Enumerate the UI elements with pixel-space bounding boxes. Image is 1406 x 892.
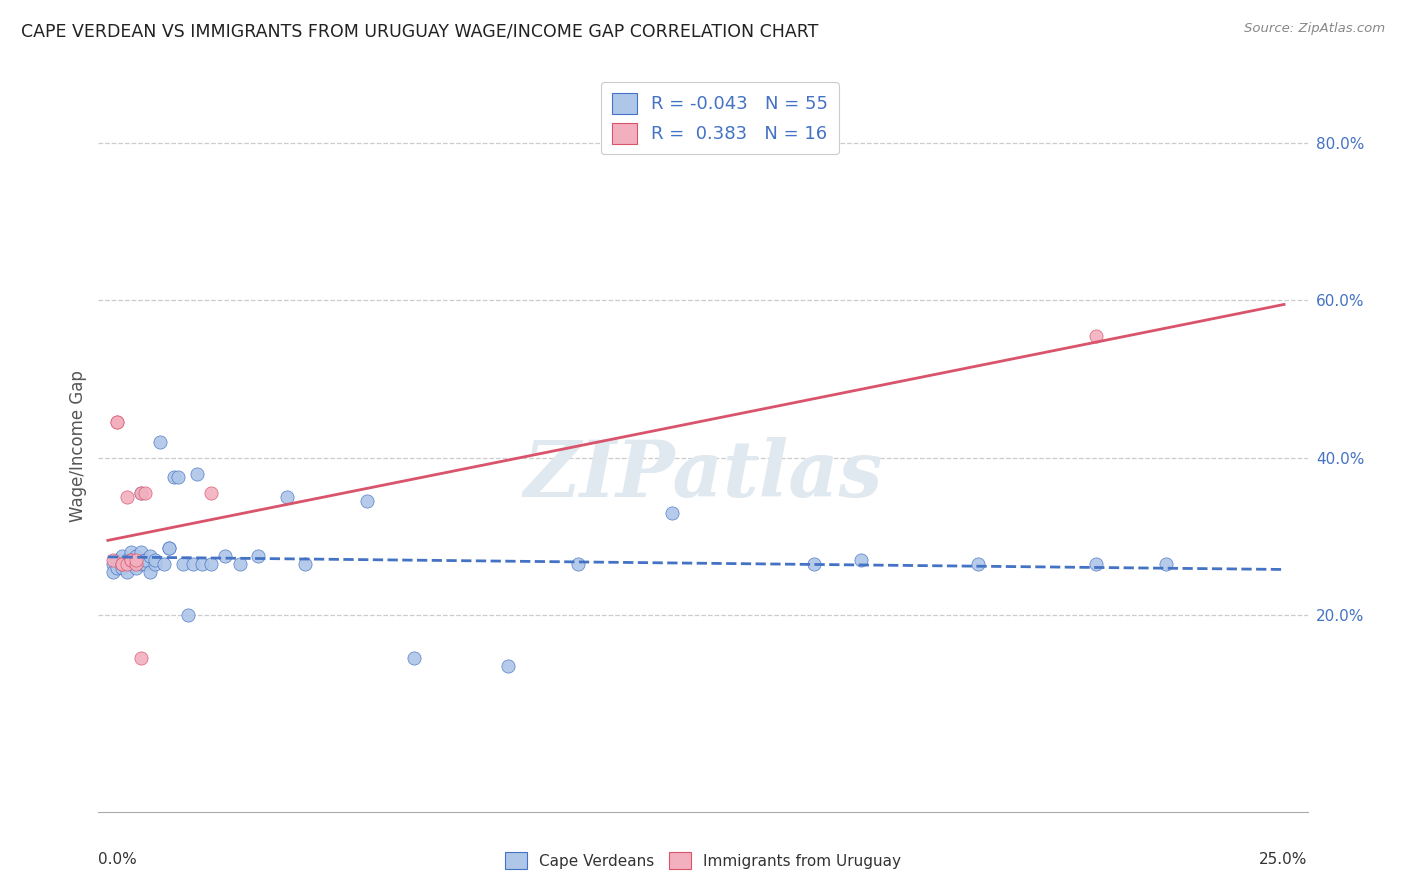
Text: 25.0%: 25.0% (1260, 852, 1308, 867)
Point (101, 565, 124, 579)
Point (129, 545, 152, 559)
Point (967, 557, 990, 571)
Point (181, 557, 204, 571)
Point (294, 557, 316, 571)
Point (125, 553, 148, 567)
Legend: Cape Verdeans, Immigrants from Uruguay: Cape Verdeans, Immigrants from Uruguay (499, 846, 907, 875)
Point (143, 553, 166, 567)
Legend: R = -0.043   N = 55, R =  0.383   N = 16: R = -0.043 N = 55, R = 0.383 N = 16 (600, 82, 839, 154)
Point (125, 557, 148, 571)
Point (111, 557, 134, 571)
Point (496, 659, 519, 673)
Point (134, 557, 156, 571)
Point (120, 557, 142, 571)
Point (1084, 557, 1107, 571)
Point (120, 545, 142, 559)
Point (803, 557, 825, 571)
Point (139, 549, 162, 563)
Point (101, 553, 124, 567)
Point (167, 470, 190, 484)
Point (153, 557, 176, 571)
Point (177, 608, 200, 623)
Point (111, 561, 134, 575)
Point (661, 506, 683, 520)
Point (105, 416, 128, 430)
Point (163, 470, 186, 484)
Point (157, 541, 180, 556)
Point (129, 486, 152, 500)
Point (143, 557, 166, 571)
Point (115, 490, 138, 504)
Text: CAPE VERDEAN VS IMMIGRANTS FROM URUGUAY WAGE/INCOME GAP CORRELATION CHART: CAPE VERDEAN VS IMMIGRANTS FROM URUGUAY … (21, 22, 818, 40)
Point (120, 553, 142, 567)
Point (149, 435, 172, 450)
Point (134, 486, 156, 500)
Text: ZIPatlas: ZIPatlas (523, 437, 883, 514)
Point (172, 557, 194, 571)
Point (101, 557, 124, 571)
Point (567, 557, 589, 571)
Point (276, 490, 298, 504)
Point (120, 553, 142, 567)
Point (125, 561, 148, 575)
Point (115, 565, 138, 579)
Point (186, 467, 208, 481)
Point (125, 557, 148, 571)
Point (111, 549, 134, 563)
Point (105, 416, 128, 430)
Point (134, 553, 156, 567)
Point (125, 549, 148, 563)
Point (129, 557, 152, 571)
Point (129, 651, 152, 665)
Point (120, 553, 142, 567)
Point (105, 561, 128, 575)
Point (228, 557, 250, 571)
Point (191, 557, 214, 571)
Point (111, 557, 134, 571)
Point (120, 553, 142, 567)
Text: Source: ZipAtlas.com: Source: ZipAtlas.com (1244, 22, 1385, 36)
Point (139, 565, 162, 579)
Text: 0.0%: 0.0% (98, 852, 138, 867)
Point (1156, 557, 1178, 571)
Point (214, 549, 236, 563)
Point (115, 557, 138, 571)
Point (356, 494, 378, 508)
Point (105, 553, 128, 567)
Point (115, 553, 138, 567)
Point (125, 553, 148, 567)
Point (1084, 329, 1107, 343)
Point (200, 557, 222, 571)
Point (247, 549, 270, 563)
Point (157, 541, 180, 556)
Point (402, 651, 425, 665)
Y-axis label: Wage/Income Gap: Wage/Income Gap (69, 370, 87, 522)
Point (849, 553, 872, 567)
Point (200, 486, 222, 500)
Point (129, 486, 152, 500)
Point (115, 557, 138, 571)
Point (111, 557, 134, 571)
Point (134, 553, 156, 567)
